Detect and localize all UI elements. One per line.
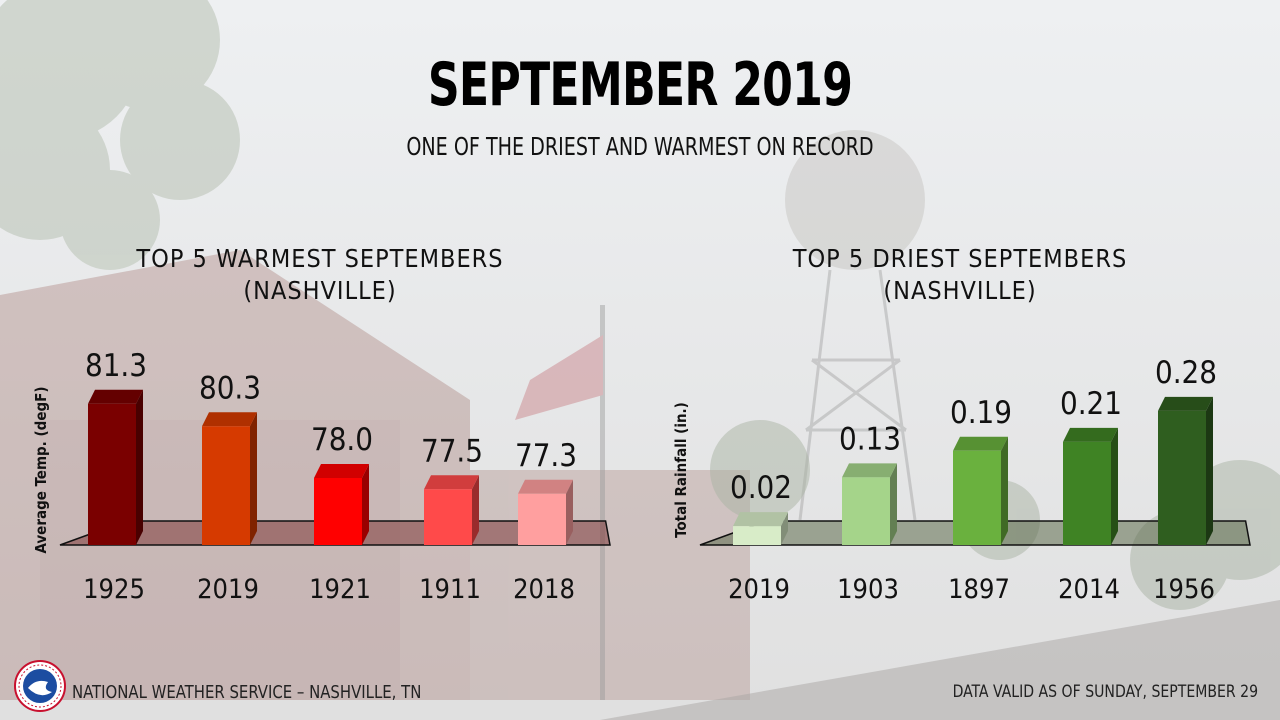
driest-bar	[953, 450, 1001, 545]
warmest-category-label: 2019	[197, 574, 259, 605]
driest-category-label: 1903	[837, 574, 899, 605]
warmest-chart-heading: TOP 5 WARMEST SEPTEMBERS (NASHVILLE)	[60, 243, 580, 307]
driest-bar-side	[890, 463, 897, 545]
driest-bar	[842, 477, 890, 545]
warmest-bar-top	[88, 389, 143, 404]
driest-chart-subtitle: (NASHVILLE)	[883, 276, 1037, 305]
driest-chart-title: TOP 5 DRIEST SEPTEMBERS	[792, 244, 1128, 273]
driest-bar-value-label: 0.19	[950, 395, 1012, 431]
tree-shape	[0, 0, 240, 270]
driest-bar	[1158, 410, 1206, 545]
driest-bar-value-label: 0.28	[1155, 355, 1217, 391]
driest-bar-top	[1063, 427, 1118, 442]
page-title: SEPTEMBER 2019	[427, 50, 853, 120]
driest-bar-side	[1001, 436, 1008, 545]
warmest-bar-value-label: 78.0	[311, 422, 373, 458]
flag-shape	[515, 305, 605, 700]
warmest-bar-top	[202, 412, 257, 427]
driest-category-label: 2019	[728, 574, 790, 605]
warmest-bar	[314, 478, 362, 545]
driest-bar	[733, 526, 781, 545]
warmest-bar-side	[362, 464, 369, 545]
footer-validity: DATA VALID AS OF SUNDAY, SEPTEMBER 29	[952, 682, 1258, 702]
driest-bar-value-label: 0.02	[730, 470, 792, 506]
driest-bar-side	[781, 512, 788, 545]
page-subtitle: ONE OF THE DRIEST AND WARMEST ON RECORD	[406, 132, 874, 161]
driest-category-label: 1956	[1153, 574, 1215, 605]
warmest-bar	[202, 426, 250, 545]
warmest-category-label: 1911	[419, 574, 481, 605]
warmest-bar	[518, 493, 566, 545]
warmest-chart-subtitle: (NASHVILLE)	[243, 276, 397, 305]
road-shape	[600, 600, 1280, 720]
warmest-bar	[88, 403, 136, 545]
nws-logo	[14, 660, 66, 712]
driest-bar-top	[842, 463, 897, 478]
driest-category-label: 1897	[948, 574, 1010, 605]
driest-y-axis-label: Total Rainfall (in.)	[672, 402, 690, 538]
warmest-bar-value-label: 77.3	[515, 438, 577, 474]
warmest-bar-side	[250, 412, 257, 545]
driest-bar	[1063, 441, 1111, 545]
warmest-bar-top	[424, 475, 479, 490]
warmest-category-label: 1921	[309, 574, 371, 605]
warmest-bar-side	[472, 475, 479, 545]
driest-bar-side	[1206, 396, 1213, 545]
driest-bar-value-label: 0.13	[839, 421, 901, 457]
warmest-bar-side	[566, 479, 573, 545]
warmest-bar-top	[518, 479, 573, 494]
warmest-bar-side	[136, 389, 143, 545]
driest-bar-top	[733, 512, 788, 527]
footer-office: NATIONAL WEATHER SERVICE – NASHVILLE, TN	[72, 682, 422, 703]
warmest-bar-top	[314, 464, 369, 478]
warmest-category-label: 1925	[83, 574, 145, 605]
warmest-category-label: 2018	[513, 574, 575, 605]
warmest-bar-value-label: 81.3	[85, 348, 147, 384]
driest-bar-top	[1158, 396, 1213, 411]
driest-bar-value-label: 0.21	[1060, 386, 1122, 422]
warmest-bar-value-label: 77.5	[421, 433, 483, 469]
driest-category-label: 2014	[1058, 574, 1120, 605]
warmest-bar	[424, 489, 472, 545]
driest-bar-side	[1111, 427, 1118, 545]
driest-chart-heading: TOP 5 DRIEST SEPTEMBERS (NASHVILLE)	[700, 243, 1220, 307]
warmest-y-axis-label: Average Temp. (degF)	[32, 386, 50, 553]
warmest-bar-value-label: 80.3	[199, 370, 261, 406]
warmest-chart-title: TOP 5 WARMEST SEPTEMBERS	[136, 244, 504, 273]
driest-bar-top	[953, 436, 1008, 451]
